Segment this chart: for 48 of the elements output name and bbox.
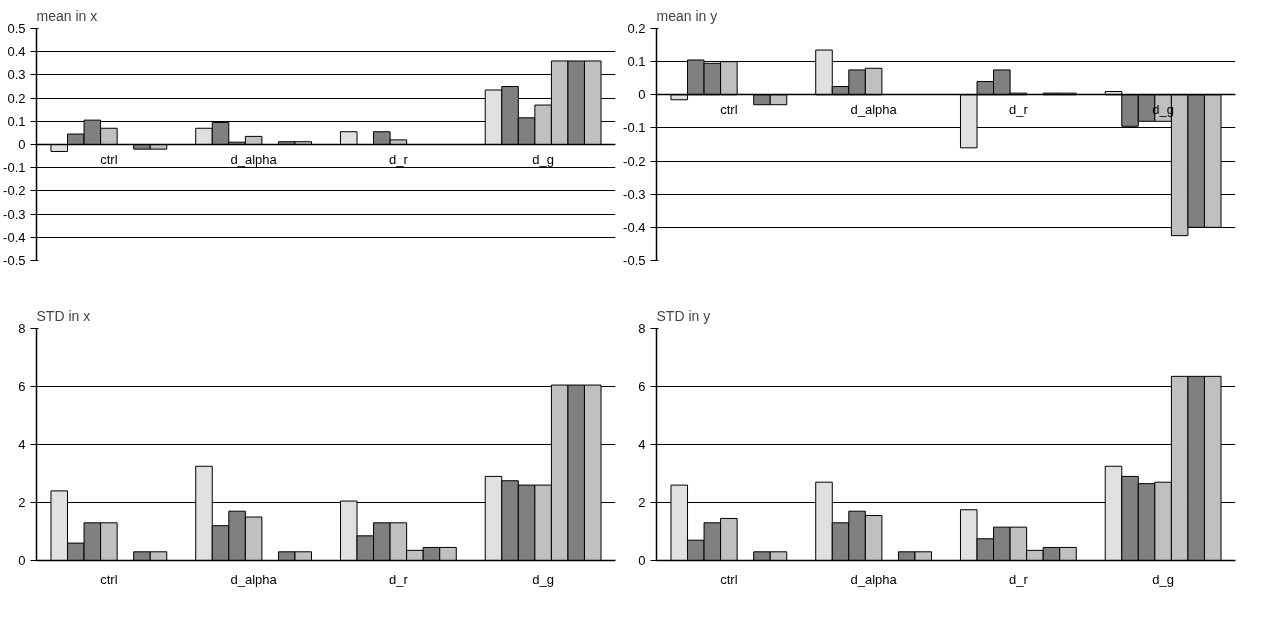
y-tick-label: 0 [638,553,646,568]
y-tick-label: 0.3 [7,67,26,83]
x-tick-label: ctrl [720,571,738,587]
x-tick-label: d_g [532,151,554,167]
x-tick-label: d_alpha [850,101,898,117]
y-tick-label: -0.2 [3,183,26,199]
x-tick-label: ctrl [720,101,738,117]
y-tick-label: 6 [18,379,26,394]
y-tick-label: 0.1 [627,54,646,70]
x-tick-label: d_g [532,571,554,587]
x-tick-label: d_g [1152,571,1174,587]
y-tick-label: -0.2 [623,153,646,169]
x-tick-label: ctrl [100,571,118,587]
y-tick-label: -0.1 [623,120,646,136]
chart-title: mean in x [36,7,98,24]
y-tick-label: 0 [18,553,26,568]
chart-title: mean in y [656,7,718,24]
x-tick-label: d_r [1008,571,1029,587]
y-tick-label: -0.5 [3,253,26,268]
x-tick-label: d_alpha [230,571,278,587]
y-tick-label: 0 [18,137,26,152]
x-tick-label: d_r [388,571,409,587]
y-tick-label: 2 [18,495,26,510]
y-tick-label: -0.5 [623,253,646,268]
y-tick-label: 0.2 [7,90,26,106]
y-tick-label: -0.1 [3,160,26,176]
x-tick-label: ctrl [100,151,118,167]
y-tick-label: 0 [638,87,646,103]
y-tick-label: -0.4 [623,219,646,235]
y-tick-label: 4 [638,437,646,452]
y-tick-label: 6 [638,379,646,394]
y-tick-label: 4 [18,437,26,452]
y-tick-label: -0.3 [623,186,646,202]
y-tick-label: -0.4 [3,229,26,245]
chart-title: STD in y [656,307,711,324]
x-tick-label: d_alpha [850,571,898,587]
y-tick-label: 0.2 [627,21,646,36]
chart-title: STD in x [36,307,91,324]
y-tick-label: -0.3 [3,206,26,222]
y-tick-label: 2 [638,495,646,510]
y-tick-label: 0.4 [7,44,26,60]
y-tick-label: 0.1 [7,113,26,129]
x-tick-label: d_alpha [230,151,278,167]
y-tick-label: 8 [18,321,26,336]
x-tick-label: d_r [1008,101,1029,117]
x-tick-label: d_r [388,151,409,167]
y-tick-label: 0.5 [7,21,26,36]
y-tick-label: 8 [638,321,646,336]
